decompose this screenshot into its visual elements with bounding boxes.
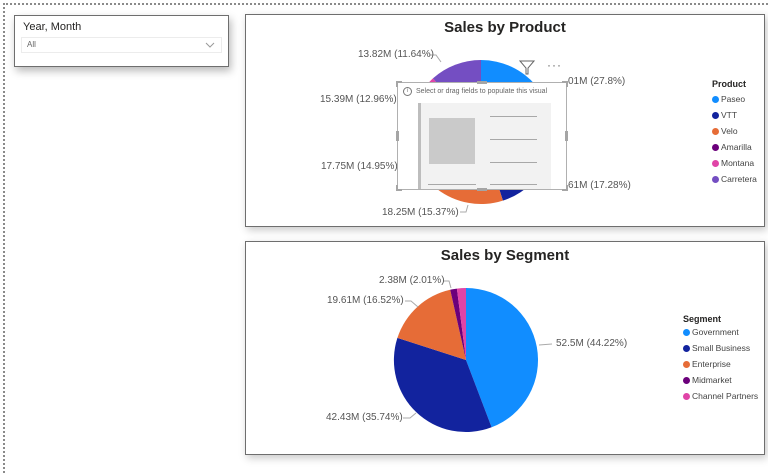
legend-dot-icon [683,360,690,368]
pie-label-amarilla: 17.75M (14.95%) [321,161,398,172]
legend-dot-icon [683,376,690,384]
resize-handle-br[interactable] [562,189,568,191]
resize-handle-bl-v[interactable] [396,185,398,191]
pie-label-enterprise: 19.61M (16.52%) [327,295,404,306]
pie-label-small-business: 42.43M (35.74%) [326,412,403,423]
slicer-selected-value: All [27,40,36,49]
resize-handle-bottom[interactable] [477,188,487,191]
legend-item-paseo[interactable]: Paseo [712,91,757,107]
resize-handle-bl[interactable] [396,189,402,191]
legend-title: Product [712,79,747,89]
legend-dot-icon [683,392,690,400]
legend-dot-icon [683,328,690,336]
resize-handle-right[interactable] [565,131,568,141]
resize-handle-tl[interactable] [396,81,402,83]
legend-dot-icon [712,127,719,135]
legend-item-velo[interactable]: Velo [712,123,757,139]
legend-item-montana[interactable]: Montana [712,155,757,171]
legend-dot-icon [712,159,719,167]
segment-legend: Segment Government Small Business Enterp… [683,314,758,404]
pie-label-carretera: 13.82M (11.64%) [358,49,434,60]
legend-title: Segment [683,314,722,324]
info-icon: i [403,87,412,96]
visual-title: Sales by Segment [440,247,570,264]
resize-handle-br-v[interactable] [566,185,568,191]
legend-dot-icon [712,143,719,151]
chevron-down-icon[interactable] [204,38,216,54]
legend-item-channel-partners[interactable]: Channel Partners [683,388,758,404]
pie-label-velo: 18.25M (15.37%) [382,207,459,218]
more-options-icon[interactable]: ··· [547,58,562,72]
legend-item-enterprise[interactable]: Enterprise [683,356,758,372]
pie-label-channel-partners: 2.38M (2.01%) [379,275,445,286]
resize-handle-tl-v[interactable] [396,81,398,87]
filter-icon[interactable] [518,59,536,78]
resize-handle-tr[interactable] [562,81,568,83]
pie-label-paseo: 01M (27.8%) [568,76,626,87]
visual-title: Sales by Product [444,19,566,36]
legend-dot-icon [712,175,719,183]
pie-label-montana: 15.39M (12.96%) [320,94,397,105]
product-legend: Product Paseo VTT Velo Amarilla Montana … [712,79,757,187]
placeholder-graphic [418,103,551,189]
resize-handle-tr-v[interactable] [566,81,568,87]
legend-item-amarilla[interactable]: Amarilla [712,139,757,155]
legend-dot-icon [683,344,690,352]
empty-visual-placeholder[interactable]: i Select or drag fields to populate this… [396,81,568,191]
sales-by-segment-visual[interactable]: Sales by Segment Segment Government Smal… [245,241,765,455]
legend-dot-icon [712,111,719,119]
year-month-slicer[interactable]: Year, Month All [14,15,229,67]
pie-label-government: 52.5M (44.22%) [556,338,628,349]
slicer-title: Year, Month [23,21,82,33]
legend-item-small-business[interactable]: Small Business [683,340,758,356]
legend-item-government[interactable]: Government [683,324,758,340]
legend-dot-icon [712,95,719,103]
report-canvas-border [3,3,768,473]
resize-handle-top[interactable] [477,81,487,84]
pie-label-vtt: 61M (17.28%) [568,180,631,191]
legend-item-carretera[interactable]: Carretera [712,171,757,187]
placeholder-message: Select or drag fields to populate this v… [416,88,548,95]
legend-item-midmarket[interactable]: Midmarket [683,372,758,388]
resize-handle-left[interactable] [396,131,399,141]
legend-item-vtt[interactable]: VTT [712,107,757,123]
slicer-dropdown[interactable]: All [21,37,222,53]
